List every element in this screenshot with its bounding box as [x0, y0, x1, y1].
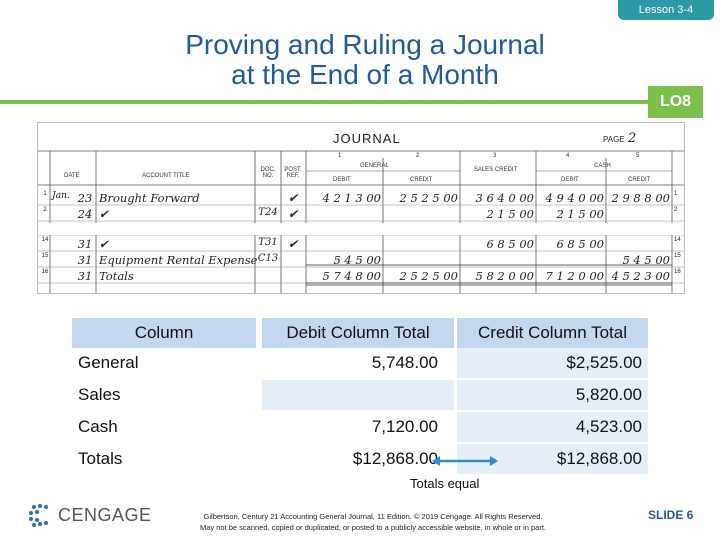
- debit-value: [262, 380, 454, 410]
- totals-equal-note: Totals equal: [410, 476, 480, 491]
- hdr-general: GENERAL: [360, 163, 389, 169]
- credit-value: $2,525.00: [457, 348, 648, 378]
- journal-cell-line-right: 1: [674, 191, 678, 197]
- journal-cell-cash-debit: 6 8 5 00: [556, 237, 604, 251]
- table-row: General 5,748.00 $2,525.00: [72, 348, 648, 378]
- journal-cell-day: 24: [77, 207, 93, 221]
- journal-cell-cash-debit: 2 1 5 00: [556, 207, 604, 221]
- citation-line-1: Gilbertson, Century 21 Accounting Genera…: [203, 512, 543, 521]
- journal-cell-gen-credit: 2 5 2 5 00: [399, 191, 458, 205]
- journal-cell-gen-debit: 5 4 5 00: [333, 253, 381, 267]
- journal-cell-title: ✔: [99, 207, 109, 221]
- journal-cell-cash-credit: 5 4 5 00: [622, 253, 670, 267]
- journal-cell-gen-debit: 4 2 1 3 00: [322, 191, 381, 205]
- table-row: Cash 7,120.00 4,523.00: [72, 412, 648, 442]
- journal-cell-sales: 3 6 4 0 00: [475, 191, 534, 205]
- slide-number: SLIDE 6: [648, 508, 694, 522]
- hdr-cash: CASH: [594, 163, 611, 169]
- debit-value: 7,120.00: [371, 417, 438, 436]
- journal-cell-day: 23: [77, 191, 93, 205]
- journal-cell-cash-debit: 7 1 2 0 00: [545, 269, 604, 283]
- slide-title: Proving and Ruling a Journal at the End …: [80, 30, 650, 90]
- debit-value: 5,748.00: [371, 353, 438, 372]
- hdr-doc-no: DOC. NO.: [260, 167, 276, 179]
- row-label: General: [78, 353, 139, 372]
- col-num-1: 1: [338, 153, 342, 159]
- journal-cell-line-right: 2: [674, 207, 678, 213]
- table-row: Totals $12,868.00 $12,868.00: [72, 444, 648, 474]
- journal-cell-day: 31: [77, 237, 93, 251]
- journal-cell-line-right: 16: [674, 269, 681, 275]
- journal-cell-cash-credit: 2 9 8 8 00: [611, 191, 670, 205]
- journal-cell-check: ✔: [287, 237, 299, 251]
- journal-cell-title: ✔: [99, 237, 109, 251]
- journal-cell-line-right: 14: [674, 237, 681, 243]
- credit-value: 4,523.00: [457, 412, 648, 442]
- journal-cell-line-right: 15: [674, 253, 681, 259]
- col-num-5: 5: [636, 153, 640, 159]
- journal-cell-line: 1: [43, 191, 47, 197]
- credit-value: 5,820.00: [457, 380, 648, 410]
- journal-cell-gen-credit: 2 5 2 5 00: [399, 269, 458, 283]
- row-label: Cash: [78, 417, 118, 436]
- col-num-3: 3: [493, 153, 497, 159]
- col-header-credit: Credit Column Total: [457, 318, 648, 348]
- citation: Gilbertson, Century 21 Accounting Genera…: [148, 511, 598, 533]
- journal-cell-line: 14: [41, 237, 49, 243]
- journal-cell-sales: 2 1 5 00: [486, 207, 534, 221]
- journal-cell-title: Totals: [99, 269, 134, 283]
- journal-cell-line: 15: [41, 253, 49, 259]
- hdr-account-title: ACCOUNT TITLE: [142, 173, 190, 179]
- page-number: 2: [628, 131, 637, 146]
- credit-value: $12,868.00: [457, 444, 648, 474]
- journal-cell-month: Jan.: [52, 191, 70, 201]
- row-label: Sales: [78, 385, 121, 404]
- journal-grid: [38, 150, 684, 293]
- journal-cell-cash-credit: 4 5 2 3 00: [611, 269, 670, 283]
- hdr-sales-credit: SALES CREDIT: [473, 167, 518, 173]
- title-line-2: at the End of a Month: [231, 59, 499, 90]
- page-label: PAGE: [603, 135, 625, 144]
- citation-line-2: May not be scanned, copied or duplicated…: [199, 523, 547, 532]
- hdr-gen-debit: DEBIT: [333, 177, 351, 183]
- journal-cell-gen-debit: 5 7 4 8 00: [322, 269, 381, 283]
- hdr-cash-debit: DEBIT: [561, 177, 579, 183]
- col-header-debit: Debit Column Total: [262, 318, 454, 348]
- hdr-date: DATE: [64, 173, 80, 179]
- double-arrow-icon: [432, 456, 498, 466]
- journal-cell-title: Equipment Rental Expense: [99, 253, 258, 267]
- title-rule: [0, 100, 648, 104]
- journal-cell-check: ✔: [287, 207, 299, 221]
- journal-cell-day: 31: [77, 253, 93, 267]
- journal-cell-line: 16: [41, 269, 49, 275]
- hdr-cash-credit: CREDIT: [628, 177, 651, 183]
- journal-cell-sales: 5 8 2 0 00: [475, 269, 534, 283]
- journal-cell-day: 31: [77, 269, 93, 283]
- col-header-column: Column: [72, 318, 256, 348]
- debit-value: $12,868.00: [352, 449, 438, 468]
- hdr-post-ref: POST. REF.: [284, 167, 302, 179]
- brand-name: CENGAGE: [58, 505, 152, 525]
- row-label: Totals: [78, 449, 123, 468]
- table-row: Sales 5,820.00: [72, 380, 648, 410]
- title-line-1: Proving and Ruling a Journal: [185, 29, 545, 60]
- lo-badge: LO8: [648, 86, 703, 118]
- col-num-4: 4: [566, 153, 570, 159]
- journal-cell-cash-debit: 4 9 4 0 00: [545, 191, 604, 205]
- journal-cell-title: Brought Forward: [99, 191, 200, 205]
- journal-cell-sales: 6 8 5 00: [486, 237, 534, 251]
- journal-cell-doc: T24: [258, 207, 278, 218]
- journal-cell-doc: C13: [257, 253, 279, 264]
- journal-heading: JOURNAL: [333, 131, 401, 146]
- lesson-tab: Lesson 3-4: [618, 0, 714, 20]
- cengage-logo-icon: [29, 504, 48, 527]
- col-num-2: 2: [416, 153, 420, 159]
- journal-cell-line: 2: [43, 207, 47, 213]
- journal-cell-doc: T31: [258, 237, 278, 248]
- journal-image: JOURNAL PAGE 2 1 2 3 4 5 DATE ACCOUNT TI…: [37, 122, 685, 294]
- journal-cell-check: ✔: [287, 191, 299, 205]
- hdr-gen-credit: CREDIT: [410, 177, 433, 183]
